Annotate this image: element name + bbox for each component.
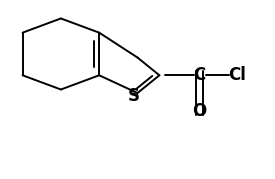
Text: S: S <box>128 87 140 105</box>
Text: Cl: Cl <box>229 66 246 84</box>
Text: C: C <box>193 66 205 84</box>
Text: O: O <box>192 102 206 120</box>
